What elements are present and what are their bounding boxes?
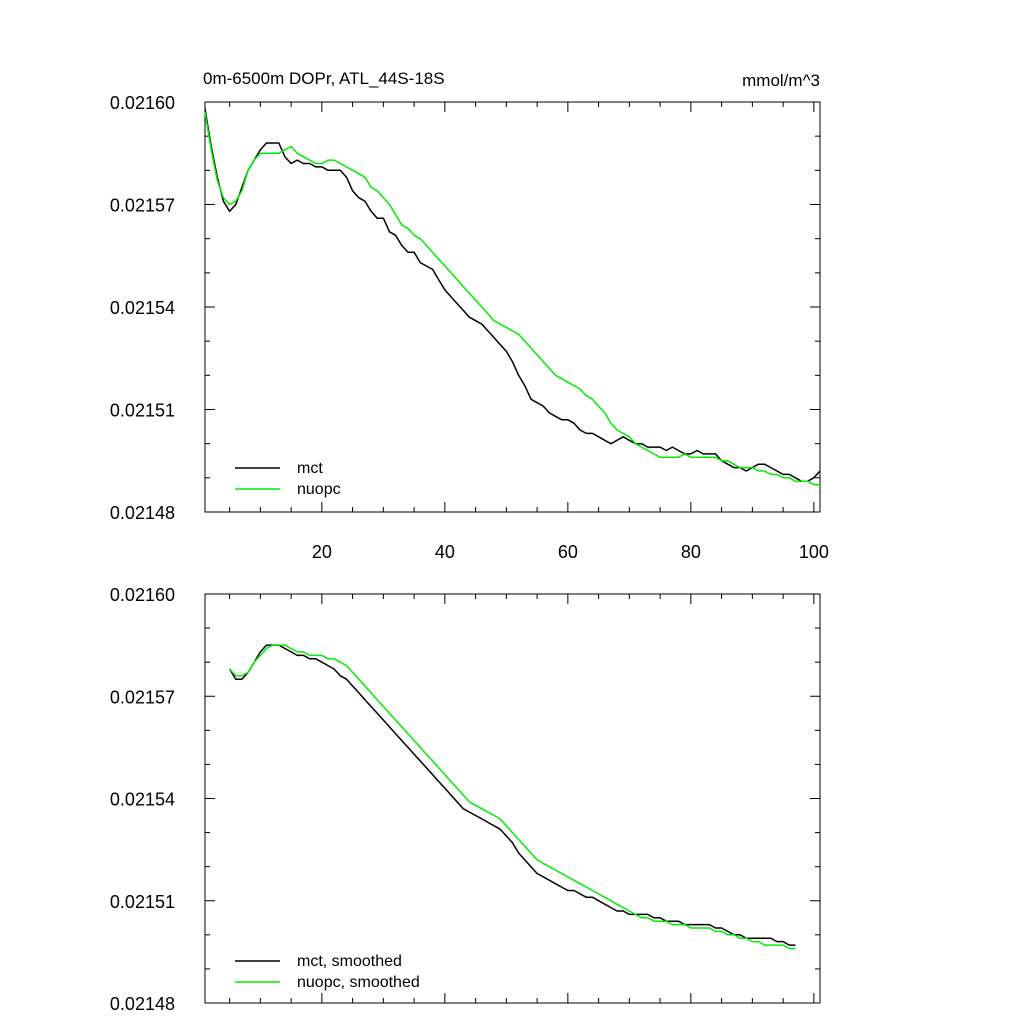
x-tick-label: 20: [312, 542, 332, 562]
y-tick-label: 0.02151: [110, 401, 175, 421]
x-tick-label: 40: [435, 542, 455, 562]
series-line-mct: [228, 644, 796, 946]
y-tick-label: 0.02157: [110, 196, 175, 216]
series-line-nuopc: [229, 644, 796, 950]
bottom-panel: 0.02148 0.02151 0.02154 0.02157 0.02160 mct, …: [110, 585, 821, 1014]
x-tick-label: 80: [681, 542, 701, 562]
y-tick-label: 0.02160: [110, 585, 175, 605]
units-label: mmol/m^3: [742, 71, 820, 90]
y-tick-label: 0.02151: [110, 892, 175, 912]
x-tick-label: 60: [558, 542, 578, 562]
y-tick-label: 0.02157: [110, 687, 175, 707]
chart-title: 0m-6500m DOPr, ATL_44S-18S: [203, 69, 445, 88]
legend-label: mct: [297, 460, 323, 477]
series-line-nuopc: [204, 112, 820, 486]
x-tick-label: 100: [799, 542, 829, 562]
series-line-mct: [204, 108, 821, 482]
y-tick-label: 0.02148: [110, 503, 175, 523]
legend-label: nuopc: [297, 481, 341, 498]
plot-frame: [204, 101, 821, 513]
top-panel: 0m-6500m DOPr, ATL_44S-18S mmol/m^3 0.02…: [110, 69, 829, 562]
y-tick-label: 0.02154: [110, 790, 175, 810]
y-tick-label: 0.02154: [110, 298, 175, 318]
legend-label: nuopc, smoothed: [297, 974, 420, 991]
y-tick-label: 0.02148: [110, 994, 175, 1014]
legend-label: mct, smoothed: [297, 953, 402, 970]
y-tick-label: 0.02160: [110, 93, 175, 113]
